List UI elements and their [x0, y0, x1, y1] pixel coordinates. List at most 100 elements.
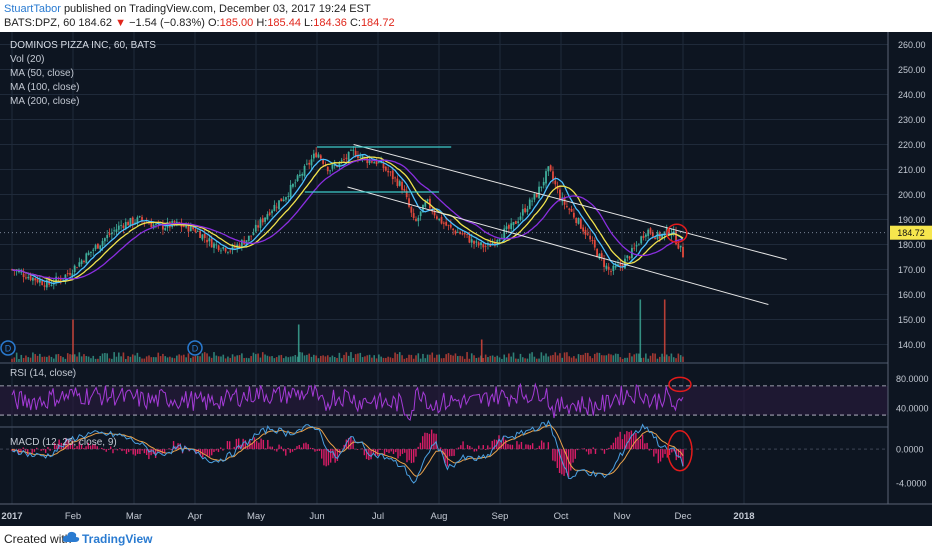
volume-bar [559, 353, 561, 362]
candle-body [668, 229, 670, 235]
candle-body [319, 155, 322, 159]
macd-histogram-bar [260, 438, 262, 450]
macd-histogram-bar [424, 432, 426, 450]
volume-bar [136, 352, 139, 362]
tradingview-link[interactable]: TradingView [82, 532, 153, 546]
candle-body [554, 180, 557, 185]
volume-bar [482, 357, 485, 362]
candle-body [215, 244, 218, 246]
volume-bar [387, 356, 389, 362]
candle-body [18, 270, 20, 273]
candle-body [85, 253, 88, 264]
candle-body [487, 243, 489, 246]
volume-bar [642, 357, 645, 362]
macd-histogram-bar [556, 449, 559, 469]
macd-histogram-bar [457, 447, 460, 450]
candle-body [64, 274, 67, 279]
volume-bar [647, 358, 649, 362]
volume-bar [296, 356, 299, 362]
candle-body [389, 171, 392, 173]
macd-histogram-bar [49, 449, 51, 451]
macd-histogram-bar [677, 449, 680, 458]
macd-histogram-bar [253, 437, 256, 450]
candle-body [679, 245, 682, 248]
volume-bar [580, 354, 582, 362]
volume-bar [43, 356, 46, 362]
volume-bar [324, 356, 327, 362]
macd-histogram-bar [439, 447, 442, 450]
macd-histogram-bar [363, 449, 366, 456]
macd-histogram-bar [478, 445, 480, 450]
candle-body [398, 181, 401, 186]
candle-body [280, 198, 283, 202]
macd-histogram-bar [406, 449, 408, 463]
candle-body [240, 240, 243, 247]
candle-body [582, 227, 585, 232]
volume-bar [306, 354, 308, 362]
volume-bar [52, 358, 55, 362]
macd-histogram-bar [511, 444, 514, 450]
candle-body [189, 225, 192, 232]
candle-body [108, 233, 111, 235]
macd-histogram-bar [87, 442, 90, 450]
macd-histogram-bar [170, 449, 173, 451]
candle-body [456, 232, 459, 233]
macd-histogram-bar [639, 438, 642, 450]
time-tick-label: 2017 [1, 511, 22, 522]
volume-bar [178, 354, 180, 362]
volume-bar [259, 357, 262, 362]
macd-histogram-bar [44, 449, 47, 453]
macd-line [11, 419, 684, 484]
macd-histogram-bar [262, 439, 265, 450]
volume-bar [614, 353, 617, 362]
candle-body [22, 273, 25, 278]
volume-bar [206, 353, 208, 362]
volume-bar [162, 353, 164, 362]
volume-bar [440, 358, 443, 362]
volume-bar [398, 352, 401, 362]
volume-bar [254, 354, 257, 362]
published-text: published on TradingView.com, December 0… [63, 3, 371, 15]
macd-histogram-bar [383, 449, 386, 456]
macd-histogram-bar [641, 434, 644, 450]
candle-body [610, 271, 612, 273]
close-label: C: [349, 17, 361, 29]
candle-body [254, 224, 257, 232]
macd-histogram-bar [76, 446, 78, 450]
time-tick-label: Apr [188, 511, 203, 522]
candle-body [41, 281, 44, 286]
volume-bar [373, 355, 376, 362]
macd-histogram-bar [22, 447, 24, 450]
volume-bar [563, 352, 566, 362]
candle-body [412, 213, 415, 218]
macd-histogram-bar [576, 449, 579, 451]
macd-histogram-bar [601, 449, 603, 451]
macd-histogram-bar [235, 438, 238, 450]
volume-bar [357, 353, 359, 362]
candle-body [271, 210, 273, 214]
volume-bar [364, 356, 366, 362]
candle-body [113, 230, 116, 232]
candle-body [273, 204, 276, 211]
volume-bar [122, 352, 125, 362]
volume-bar [97, 358, 99, 362]
volume-bar [69, 354, 71, 362]
drawings[interactable] [0, 144, 888, 305]
volume-bar [593, 353, 596, 362]
macd-histogram-bar [491, 440, 493, 450]
created-with: Created with [4, 532, 72, 546]
volume-bar [628, 352, 631, 362]
author-link[interactable]: StuartTabor [4, 3, 61, 15]
price-tick-label: 230.00 [898, 115, 926, 125]
macd-histogram-bar [143, 449, 146, 454]
candle-body [217, 245, 220, 251]
candle-body [454, 230, 457, 234]
macd-histogram-bar [345, 439, 348, 450]
legend-ma50: MA (50, close) [10, 68, 74, 79]
macd-histogram-bar [215, 449, 217, 451]
candle-body [99, 245, 102, 250]
macd-histogram-bar [574, 449, 576, 459]
volume-spike [72, 319, 74, 362]
volume-bar [624, 357, 626, 362]
